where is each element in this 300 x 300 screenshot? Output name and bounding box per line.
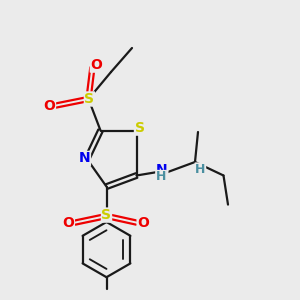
Text: N: N [79, 152, 90, 165]
Text: H: H [195, 163, 206, 176]
Text: O: O [44, 99, 56, 112]
Text: S: S [101, 208, 112, 222]
Text: S: S [134, 121, 145, 135]
Text: O: O [90, 58, 102, 72]
Text: H: H [156, 170, 166, 184]
Text: O: O [62, 216, 74, 230]
Text: O: O [137, 216, 149, 230]
Text: N: N [156, 163, 168, 176]
Text: S: S [84, 92, 94, 106]
